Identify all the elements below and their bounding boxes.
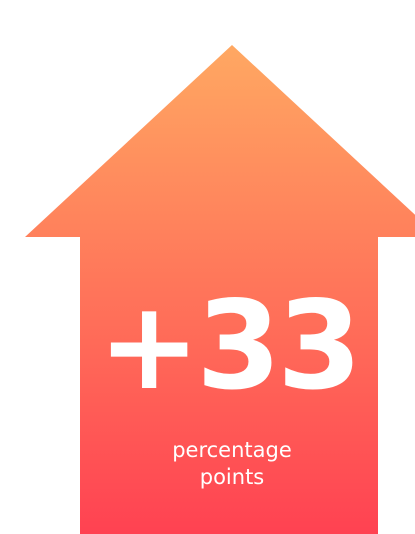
headline: +33 (98, 275, 358, 417)
caption-line: percentage (172, 438, 292, 462)
up-arrow (25, 45, 415, 534)
caption-line: points (200, 465, 265, 489)
